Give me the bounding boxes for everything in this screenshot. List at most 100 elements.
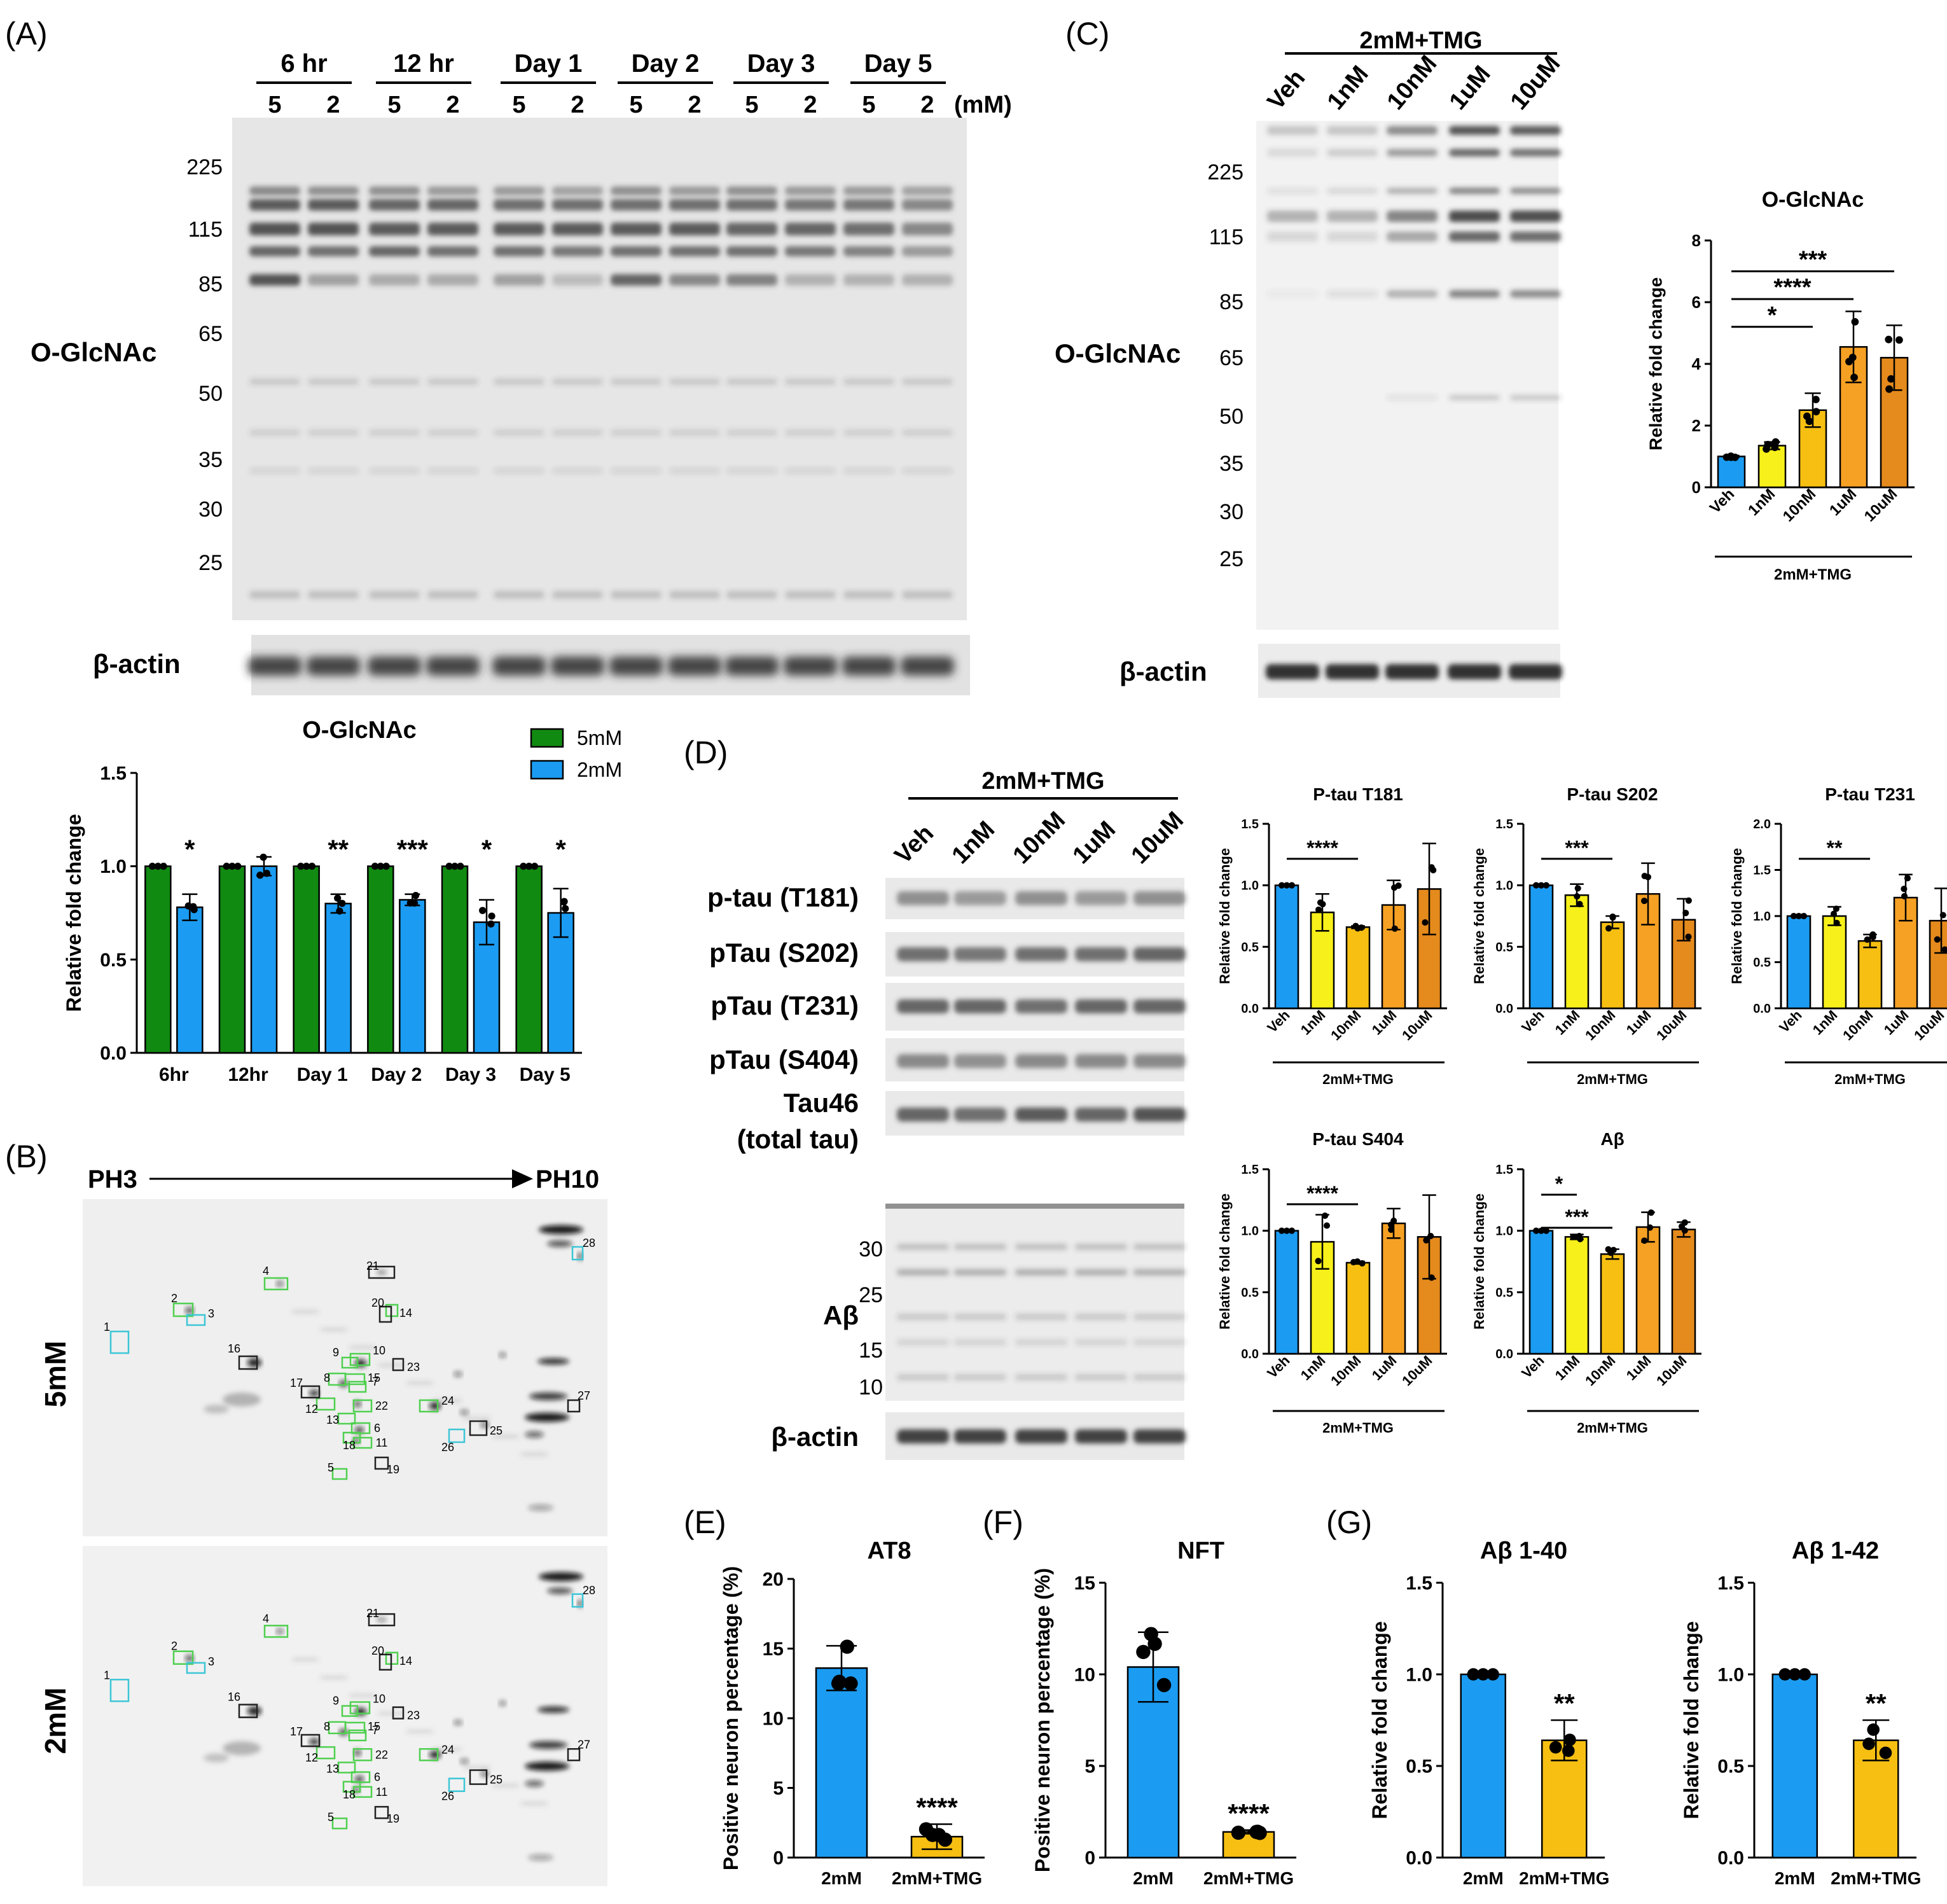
x-tick-label: Veh bbox=[1518, 1352, 1547, 1381]
bar bbox=[1717, 455, 1746, 489]
data-point bbox=[1682, 910, 1689, 917]
x-tick-label: 1uM bbox=[1623, 1007, 1654, 1038]
lane-label: 1nM bbox=[947, 816, 1000, 869]
data-point bbox=[1136, 1644, 1151, 1660]
blot-band bbox=[552, 591, 603, 599]
spot-label: 22 bbox=[375, 1748, 388, 1761]
blot-band bbox=[249, 223, 300, 235]
blot-band bbox=[954, 947, 1006, 961]
spot-box bbox=[331, 1817, 348, 1830]
x-tick-label: 1nM bbox=[1810, 1007, 1841, 1038]
y-axis-label: Relative fold change bbox=[1471, 848, 1487, 984]
conc-label: 2 bbox=[688, 92, 701, 118]
y-axis-label: Relative fold change bbox=[1680, 1621, 1703, 1819]
blot-band bbox=[1075, 1269, 1127, 1275]
data-point bbox=[1934, 936, 1941, 943]
blot-band bbox=[843, 199, 894, 211]
blot-band bbox=[1327, 211, 1378, 222]
data-point bbox=[412, 892, 420, 900]
bar bbox=[1600, 1253, 1625, 1355]
blot-band bbox=[611, 186, 662, 195]
blot-band bbox=[843, 591, 894, 599]
x-tick-label: 6hr bbox=[159, 1064, 189, 1085]
panel-c-group-label: 2mM+TMG bbox=[1359, 27, 1482, 54]
blot-row-label: pTau (S202) bbox=[709, 938, 859, 968]
spot-box bbox=[571, 1246, 584, 1261]
chart-title: O-GlcNAc bbox=[1762, 188, 1864, 212]
blot-band bbox=[785, 429, 836, 436]
data-point bbox=[1358, 924, 1365, 931]
data-point bbox=[1288, 1227, 1295, 1234]
group-label: 2mM+TMG bbox=[1322, 1071, 1394, 1087]
data-point bbox=[297, 863, 305, 870]
panel-a-markers: 225 115 85 65 50 35 30 25 bbox=[186, 155, 223, 575]
panel-label-e: (E) bbox=[684, 1504, 726, 1540]
y-tick-label: 6 bbox=[1692, 293, 1701, 312]
blot-band bbox=[785, 223, 836, 235]
data-point bbox=[1685, 933, 1692, 940]
data-point bbox=[1939, 912, 1946, 919]
panel-label-c: (C) bbox=[1065, 16, 1109, 52]
actin-band bbox=[551, 657, 604, 676]
bar bbox=[1381, 1222, 1406, 1355]
blot-band bbox=[669, 468, 720, 473]
blot-band bbox=[669, 186, 720, 195]
x-tick-label: Day 3 bbox=[445, 1064, 496, 1085]
spot-label: 27 bbox=[578, 1389, 590, 1402]
legend-swatch bbox=[530, 728, 564, 748]
panel-a-blot: 6 hr 12 hr Day 1 Day 2 Day 3 Day 55 2 5 2 5 2 5 2 5 2 5… bbox=[31, 50, 1012, 695]
x-tick-label: 1nM bbox=[1552, 1352, 1583, 1384]
data-point bbox=[1795, 912, 1803, 920]
data-point bbox=[451, 863, 459, 870]
spot-box bbox=[342, 1431, 361, 1444]
gel-spot bbox=[355, 1707, 366, 1716]
spot-label: 15 bbox=[368, 1372, 380, 1384]
chart-title: P-tau T231 bbox=[1825, 784, 1915, 804]
lane-label: 10nM bbox=[1008, 807, 1071, 869]
y-tick-label: 0.0 bbox=[1495, 1002, 1513, 1016]
chart-title: P-tau T181 bbox=[1313, 784, 1403, 804]
spot-label: 24 bbox=[441, 1743, 454, 1756]
gel-spot bbox=[309, 1739, 319, 1746]
spot-label: 28 bbox=[583, 1584, 595, 1597]
bar bbox=[441, 865, 469, 1054]
gel-streak bbox=[378, 1364, 404, 1366]
data-point bbox=[520, 863, 527, 870]
blot-band bbox=[611, 379, 662, 385]
spot-box bbox=[368, 1613, 396, 1627]
x-tick-label: 10uM bbox=[1911, 1007, 1947, 1043]
y-axis-label: Relative fold change bbox=[1729, 848, 1745, 984]
blot-band bbox=[1075, 1374, 1127, 1380]
y-tick-label: 1.5 bbox=[1753, 864, 1771, 878]
blot-band bbox=[1015, 1244, 1067, 1250]
blot-band bbox=[1075, 1108, 1127, 1122]
x-tick-label: 10nM bbox=[1582, 1007, 1618, 1043]
mw-marker: 85 bbox=[1219, 290, 1244, 314]
group-label: 2mM+TMG bbox=[1834, 1071, 1906, 1087]
data-point bbox=[1778, 1668, 1792, 1681]
spot-label: 21 bbox=[366, 1607, 379, 1620]
gel-spot bbox=[525, 1431, 544, 1438]
blot-band bbox=[308, 186, 359, 195]
conc-label: 5 bbox=[862, 92, 875, 118]
blot-band bbox=[726, 186, 777, 195]
data-point bbox=[1533, 1227, 1540, 1234]
blot-band bbox=[843, 246, 894, 256]
ph-right-label: PH10 bbox=[536, 1165, 599, 1193]
blot-band bbox=[369, 429, 420, 436]
bar bbox=[176, 906, 204, 1054]
bracket-label: * bbox=[1768, 302, 1777, 329]
data-point bbox=[234, 863, 242, 870]
conc-label: 5 bbox=[512, 92, 525, 118]
spot-box bbox=[448, 1428, 466, 1443]
data-point bbox=[228, 863, 236, 870]
data-point bbox=[1576, 901, 1583, 908]
y-tick-label: 1.0 bbox=[1753, 910, 1771, 924]
data-point bbox=[1798, 1668, 1811, 1681]
y-tick-label: 0.5 bbox=[1241, 1286, 1259, 1300]
blot-band bbox=[902, 223, 953, 235]
gel-spot bbox=[354, 1749, 361, 1756]
blot-band bbox=[1449, 149, 1500, 156]
